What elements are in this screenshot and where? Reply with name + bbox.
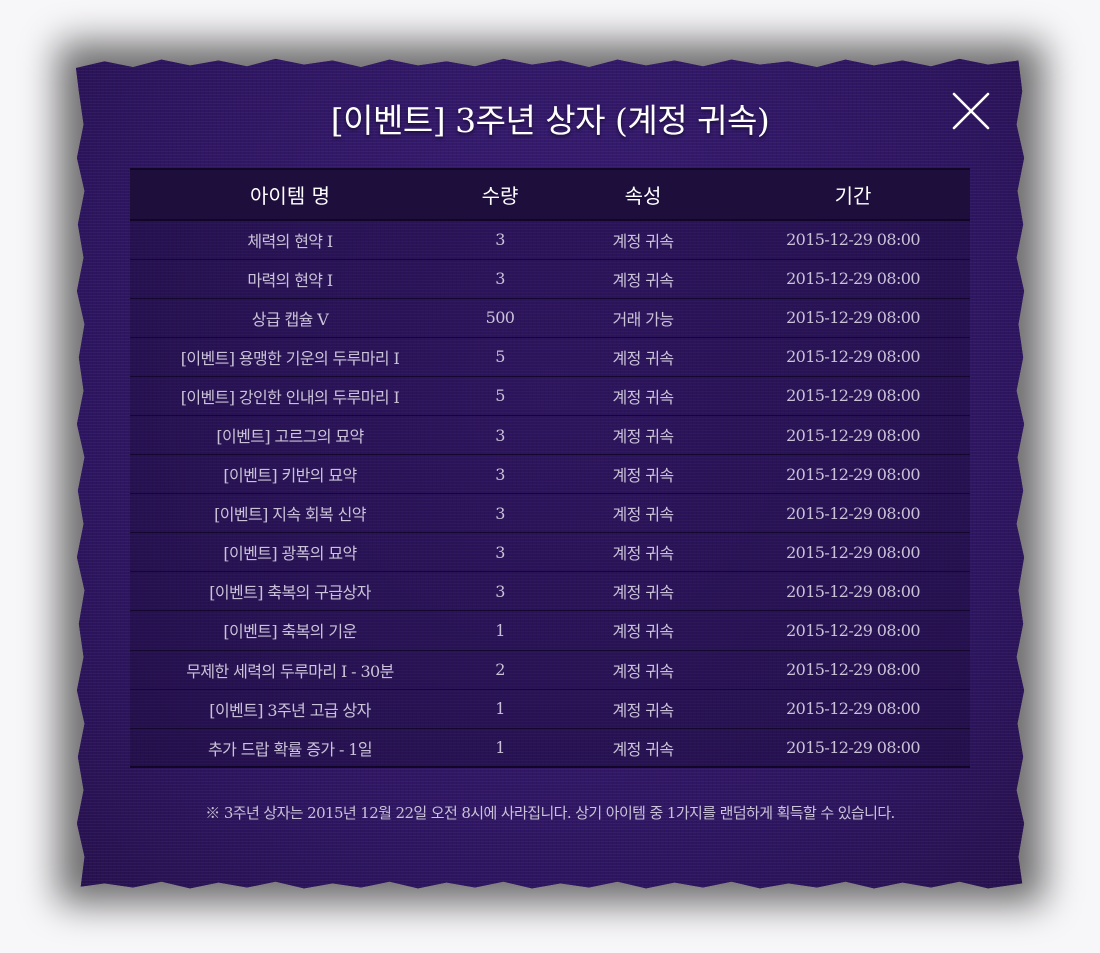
quantity-cell: 5 <box>495 347 505 367</box>
table-row: [이벤트] 강인한 인내의 두루마리 I 5 계정 귀속 2015-12-29 08:… <box>130 376 970 416</box>
item-name-cell: [이벤트] 축복의 기운 <box>223 622 357 642</box>
quantity-cell: 5 <box>495 386 505 406</box>
period-cell: 2015-12-29 08:00 <box>786 308 920 328</box>
period-cell: 2015-12-29 08:00 <box>786 699 920 719</box>
item-name-cell: 무제한 세력의 두루마리 I - 30분 <box>186 661 394 681</box>
period-cell: 2015-12-29 08:00 <box>786 620 920 640</box>
attribute-cell: 계정 귀속 <box>612 387 675 407</box>
table-row: [이벤트] 3주년 고급 상자 1 계정 귀속 2015-12-29 08:00 <box>130 689 970 729</box>
table-row: [이벤트] 축복의 기운 1 계정 귀속 2015-12-29 08:00 <box>130 610 970 651</box>
quantity-cell: 3 <box>495 503 505 523</box>
table-row: [이벤트] 고르그의 묘약 3 계정 귀속 2015-12-29 08:00 <box>130 415 970 455</box>
table-row: 체력의 현약 I 3 계정 귀속 2015-12-29 08:00 <box>130 220 970 260</box>
header-period: 기간 <box>834 184 872 208</box>
item-name-cell: [이벤트] 강인한 인내의 두루마리 I <box>180 387 400 407</box>
attribute-cell: 계정 귀속 <box>612 231 675 251</box>
period-cell: 2015-12-29 08:00 <box>786 269 920 289</box>
item-name-cell: 상급 캡슐 V <box>251 309 329 329</box>
quantity-cell: 1 <box>495 699 505 719</box>
table-row: [이벤트] 광폭의 묘약 3 계정 귀속 2015-12-29 08:00 <box>130 532 970 572</box>
attribute-cell: 계정 귀속 <box>612 583 675 603</box>
attribute-cell: 계정 귀속 <box>612 661 675 681</box>
item-name-cell: [이벤트] 3주년 고급 상자 <box>209 700 371 720</box>
period-cell: 2015-12-29 08:00 <box>786 425 920 445</box>
header-item-name: 아이템 명 <box>250 184 330 208</box>
close-button[interactable] <box>950 90 992 132</box>
quantity-cell: 3 <box>495 269 505 289</box>
attribute-cell: 계정 귀속 <box>612 505 675 525</box>
period-cell: 2015-12-29 08:00 <box>786 660 920 680</box>
period-cell: 2015-12-29 08:00 <box>786 542 920 562</box>
attribute-cell: 계정 귀속 <box>612 544 675 564</box>
table-header-row: 아이템 명 수량 속성 기간 <box>130 169 970 220</box>
header-quantity: 수량 <box>481 184 519 208</box>
item-name-cell: [이벤트] 지속 회복 신약 <box>214 505 366 525</box>
quantity-cell: 3 <box>495 581 505 601</box>
table-row: [이벤트] 키반의 묘약 3 계정 귀속 2015-12-29 08:00 <box>130 454 970 494</box>
table-row: [이벤트] 지속 회복 신약 3 계정 귀속 2015-12-29 08:00 <box>130 493 970 533</box>
attribute-cell: 계정 귀속 <box>612 270 675 290</box>
quantity-cell: 3 <box>495 542 505 562</box>
item-name-cell: [이벤트] 축복의 구급상자 <box>209 583 371 603</box>
period-cell: 2015-12-29 08:00 <box>786 464 920 484</box>
attribute-cell: 계정 귀속 <box>612 348 675 368</box>
notice-text: ※ 3주년 상자는 2015년 12월 22일 오전 8시에 사라집니다. 상기… <box>205 804 895 822</box>
period-cell: 2015-12-29 08:00 <box>786 581 920 601</box>
item-name-cell: [이벤트] 키반의 묘약 <box>223 466 357 486</box>
table-row: [이벤트] 축복의 구급상자 3 계정 귀속 2015-12-29 08:00 <box>130 571 970 611</box>
item-name-cell: [이벤트] 용맹한 기운의 두루마리 I <box>180 348 400 368</box>
item-name-cell: [이벤트] 고르그의 묘약 <box>216 427 364 447</box>
attribute-cell: 계정 귀속 <box>612 700 675 720</box>
item-name-cell: 추가 드랍 확률 증가 - 1일 <box>208 739 373 759</box>
popup-title: [이벤트] 3주년 상자 (계정 귀속) <box>330 101 770 140</box>
period-cell: 2015-12-29 08:00 <box>786 503 920 523</box>
table-row: 마력의 현약 I 3 계정 귀속 2015-12-29 08:00 <box>130 259 970 299</box>
attribute-cell: 계정 귀속 <box>612 622 675 642</box>
period-cell: 2015-12-29 08:00 <box>786 230 920 250</box>
table-row: 상급 캡슐 V 500 거래 가능 2015-12-29 08:00 <box>130 298 970 338</box>
table-body: 체력의 현약 I 3 계정 귀속 2015-12-29 08:00 마력의 현약 I 3 계… <box>130 220 970 768</box>
attribute-cell: 계정 귀속 <box>612 427 675 447</box>
item-table: 아이템 명 수량 속성 기간 체력의 현약 I 3 계정 귀속 2015-12-29 … <box>130 168 970 768</box>
quantity-cell: 3 <box>495 464 505 484</box>
table-row: 추가 드랍 확률 증가 - 1일 1 계정 귀속 2015-12-29 08:00 <box>130 728 970 768</box>
period-cell: 2015-12-29 08:00 <box>786 386 920 406</box>
attribute-cell: 거래 가능 <box>612 309 675 329</box>
quantity-cell: 3 <box>495 425 505 445</box>
quantity-cell: 2 <box>495 660 505 680</box>
item-table-container: 아이템 명 수량 속성 기간 체력의 현약 I 3 계정 귀속 2015-12-29 … <box>130 168 970 780</box>
quantity-cell: 1 <box>495 738 505 758</box>
close-x-icon <box>952 92 990 130</box>
attribute-cell: 계정 귀속 <box>612 466 675 486</box>
period-cell: 2015-12-29 08:00 <box>786 347 920 367</box>
header-attribute: 속성 <box>624 184 662 208</box>
quantity-cell: 1 <box>495 620 505 640</box>
item-name-cell: 체력의 현약 I <box>247 231 333 251</box>
item-name-cell: 마력의 현약 I <box>247 270 333 290</box>
period-cell: 2015-12-29 08:00 <box>786 738 920 758</box>
parchment-panel <box>76 58 1025 889</box>
item-name-cell: [이벤트] 광폭의 묘약 <box>223 544 357 564</box>
attribute-cell: 계정 귀속 <box>612 739 675 759</box>
quantity-cell: 3 <box>495 230 505 250</box>
table-row: [이벤트] 용맹한 기운의 두루마리 I 5 계정 귀속 2015-12-29 08:… <box>130 337 970 377</box>
quantity-cell: 500 <box>485 308 515 328</box>
table-row: 무제한 세력의 두루마리 I - 30분 2 계정 귀속 2015-12-29 08:… <box>130 650 970 690</box>
